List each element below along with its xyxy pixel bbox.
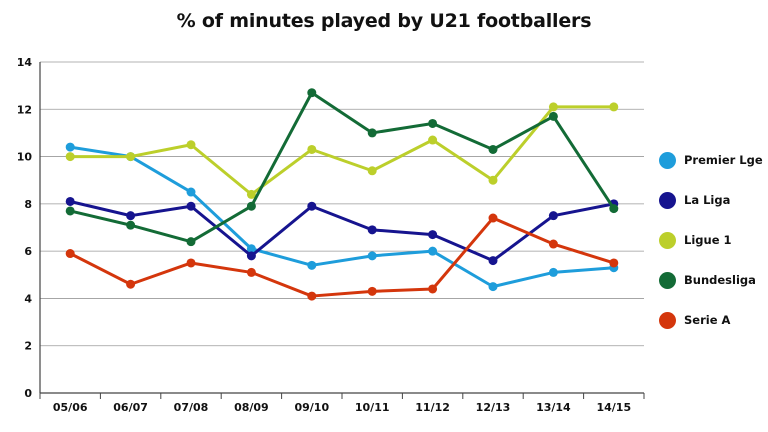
series-line (69, 91, 616, 244)
y-tick-label: 0 (24, 387, 32, 400)
legend-item: Bundesliga (659, 260, 763, 300)
legend-item: Premier Lge (659, 140, 763, 180)
x-tick-label: 11/12 (415, 401, 450, 414)
data-point (488, 144, 498, 154)
data-point (186, 187, 196, 197)
data-point (65, 152, 75, 162)
legend-item: Serie A (659, 300, 763, 340)
y-tick-label: 10 (17, 151, 33, 164)
data-point (186, 237, 196, 247)
x-tick-label: 08/09 (234, 401, 269, 414)
data-point (126, 211, 136, 221)
data-point (609, 258, 619, 268)
data-point (488, 213, 498, 223)
data-point (126, 220, 136, 230)
data-point (246, 201, 256, 211)
y-tick-label: 4 (24, 292, 32, 305)
legend-swatch (659, 311, 676, 329)
data-point (367, 166, 377, 176)
legend-label: La Liga (684, 193, 731, 207)
legend-swatch (659, 271, 676, 289)
data-point (428, 118, 438, 128)
data-point (609, 204, 619, 214)
data-point (307, 260, 317, 270)
x-tick-label: 12/13 (476, 401, 511, 414)
x-tick-label: 07/08 (174, 401, 209, 414)
data-point (126, 279, 136, 289)
x-tick-label: 10/11 (355, 401, 390, 414)
data-point (428, 135, 438, 145)
data-point (367, 286, 377, 296)
data-point (367, 251, 377, 261)
data-point (186, 258, 196, 268)
y-tick-label: 6 (24, 245, 32, 258)
data-point (548, 102, 558, 112)
data-point (367, 128, 377, 138)
data-point (548, 267, 558, 277)
data-point (246, 251, 256, 261)
legend-label: Serie A (684, 313, 731, 327)
legend-swatch (659, 191, 676, 209)
series-line (69, 216, 615, 298)
data-point (307, 88, 317, 98)
data-point (186, 140, 196, 150)
legend-label: Premier Lge (684, 153, 763, 167)
data-point (488, 282, 498, 292)
data-point (65, 196, 75, 206)
data-point (246, 189, 256, 199)
series-line (69, 200, 615, 263)
legend-label: Bundesliga (684, 273, 756, 287)
data-point (307, 201, 317, 211)
data-point (307, 291, 317, 301)
y-tick-label: 8 (24, 198, 32, 211)
data-point (548, 211, 558, 221)
data-point (428, 284, 438, 294)
data-point (488, 175, 498, 185)
data-point (548, 111, 558, 121)
x-tick-label: 13/14 (536, 401, 571, 414)
data-point (65, 206, 75, 216)
series-line (70, 105, 614, 196)
legend-swatch (659, 231, 676, 249)
data-point (246, 267, 256, 277)
y-tick-label: 14 (17, 56, 33, 69)
data-point (186, 201, 196, 211)
data-point (126, 152, 136, 162)
legend-item: Ligue 1 (659, 220, 763, 260)
legend-item: La Liga (659, 180, 763, 220)
chart-title: % of minutes played by U21 footballers (176, 10, 592, 32)
legend-label: Ligue 1 (684, 233, 732, 247)
x-tick-label: 06/07 (113, 401, 148, 414)
y-tick-label: 12 (17, 103, 32, 116)
data-point (488, 256, 498, 266)
data-point (307, 144, 317, 154)
data-point (367, 225, 377, 235)
series-line (69, 145, 614, 289)
data-point (609, 102, 619, 112)
x-tick-label: 09/10 (294, 401, 329, 414)
legend: Premier Lge La Liga Ligue 1 Bundesliga Serie… (659, 140, 763, 340)
x-tick-label: 14/15 (596, 401, 631, 414)
data-point (548, 239, 558, 249)
data-point (428, 246, 438, 256)
data-point (428, 230, 438, 240)
data-point (65, 142, 75, 152)
x-tick-label: 05/06 (53, 401, 88, 414)
data-point (246, 244, 256, 254)
y-tick-label: 2 (24, 340, 32, 353)
data-point (65, 249, 75, 259)
legend-swatch (659, 151, 676, 169)
